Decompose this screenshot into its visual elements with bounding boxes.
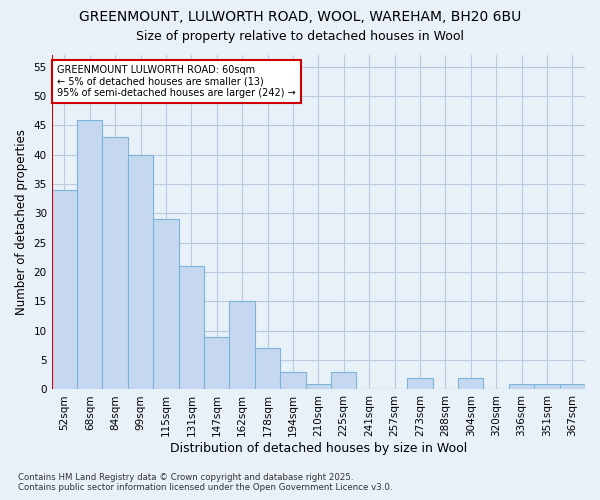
Bar [103, 137, 128, 390]
Bar [153, 220, 179, 390]
Text: Size of property relative to detached houses in Wool: Size of property relative to detached ho… [136, 30, 464, 43]
Bar [280, 372, 305, 390]
Bar [52, 190, 77, 390]
Bar [305, 384, 331, 390]
Bar [534, 384, 560, 390]
Bar [204, 336, 229, 390]
Bar [560, 384, 585, 390]
Text: GREENMOUNT LULWORTH ROAD: 60sqm
← 5% of detached houses are smaller (13)
95% of : GREENMOUNT LULWORTH ROAD: 60sqm ← 5% of … [57, 65, 296, 98]
Bar [509, 384, 534, 390]
Bar [128, 155, 153, 390]
Text: GREENMOUNT, LULWORTH ROAD, WOOL, WAREHAM, BH20 6BU: GREENMOUNT, LULWORTH ROAD, WOOL, WAREHAM… [79, 10, 521, 24]
Bar [458, 378, 484, 390]
Y-axis label: Number of detached properties: Number of detached properties [15, 129, 28, 315]
Bar [331, 372, 356, 390]
Bar [179, 266, 204, 390]
Bar [229, 302, 255, 390]
Bar [407, 378, 433, 390]
Bar [77, 120, 103, 390]
Bar [255, 348, 280, 390]
X-axis label: Distribution of detached houses by size in Wool: Distribution of detached houses by size … [170, 442, 467, 455]
Text: Contains HM Land Registry data © Crown copyright and database right 2025.
Contai: Contains HM Land Registry data © Crown c… [18, 473, 392, 492]
